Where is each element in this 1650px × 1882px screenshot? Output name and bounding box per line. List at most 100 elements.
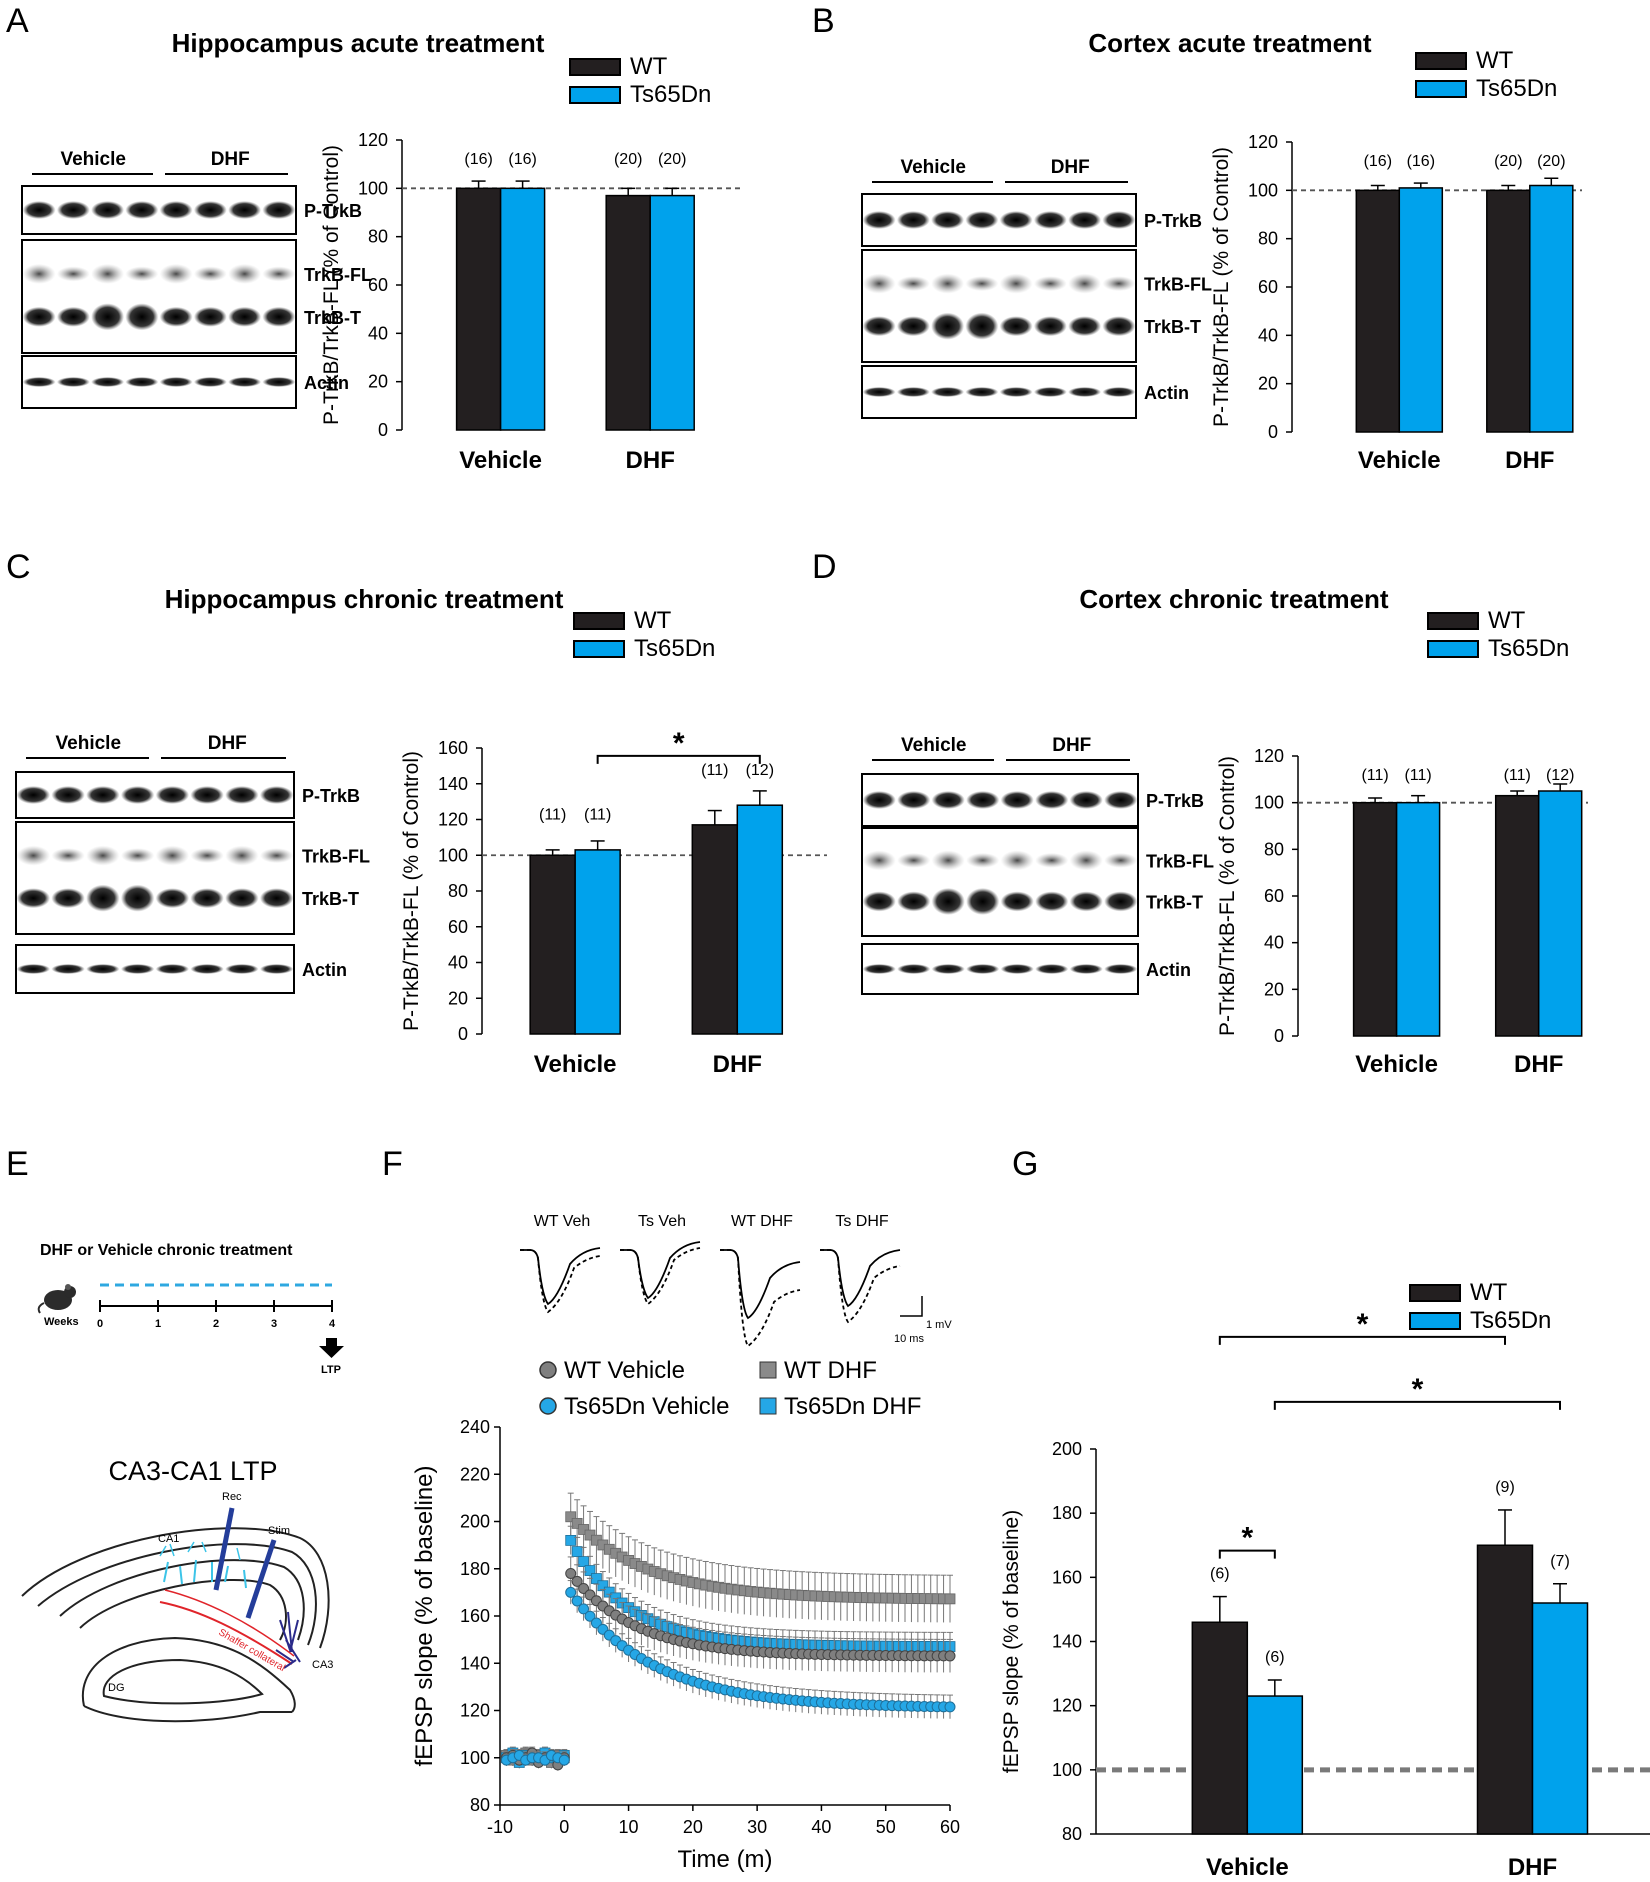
blot-band (1033, 211, 1067, 229)
data-point (565, 1567, 577, 1579)
blot-row-label: Actin (302, 960, 347, 980)
blot-band (225, 786, 259, 804)
y-tick-label: 0 (378, 420, 388, 440)
significance-star: * (1241, 1522, 1253, 1555)
blot-band (1069, 964, 1103, 974)
blot-band (228, 306, 262, 327)
bar-wt-vehicle (1191, 1621, 1249, 1835)
significance-star: * (1357, 1308, 1369, 1341)
category-label: DHF (1508, 1854, 1557, 1881)
blot-band (931, 964, 965, 974)
rec-label: Rec (222, 1491, 242, 1503)
blot-band (262, 201, 296, 219)
y-tick-label: 80 (448, 881, 468, 901)
blot-band (1035, 964, 1069, 974)
y-tick-label: 120 (1052, 1696, 1082, 1716)
blot-group-dhf: DHF (1051, 157, 1090, 178)
trace-label: Ts Veh (638, 1213, 686, 1230)
y-tick-label: 80 (368, 227, 388, 247)
x-tick-label: 20 (683, 1817, 703, 1837)
blot-band (225, 964, 259, 974)
blot-band (159, 306, 193, 327)
blot-band (120, 964, 155, 974)
category-label: DHF (713, 1051, 762, 1078)
panel-letter-b: B (812, 2, 835, 40)
bar-ts65dn-vehicle (1395, 801, 1441, 1037)
n-label: (6) (1265, 1649, 1285, 1666)
legend-swatch-wt (1409, 1284, 1461, 1302)
bar-ts65dn-vehicle (1398, 187, 1444, 433)
stimulating-electrode (245, 1539, 277, 1619)
y-axis-label: P-TrkB/TrkB-FL (% of Control) (1216, 756, 1239, 1036)
category-label: Vehicle (1355, 1051, 1438, 1078)
y-tick-label: 40 (1264, 933, 1284, 953)
bar-wt-dhf (1476, 1544, 1534, 1835)
blot-c: VehicleDHFWTTs65DnWTTs65DnP-TrkBTrkB-FLT… (15, 733, 370, 994)
bar-chart-b: 0 20 40 60 80 100 120 P-TrkB/TrkB-FL (% of Cont… (1210, 47, 1582, 474)
blot-band (1033, 316, 1067, 337)
trace-baseline (520, 1247, 601, 1306)
legend-label: Ts65Dn (630, 81, 711, 108)
blot-band (16, 888, 51, 909)
week-tick-label: 0 (97, 1318, 103, 1330)
bar-wt-dhf (605, 194, 651, 431)
blot-band (862, 791, 896, 809)
blot-band (155, 786, 190, 804)
blot-band (91, 303, 125, 331)
y-tick-label: 0 (458, 1024, 468, 1044)
blot-band (896, 211, 930, 229)
data-point (578, 1556, 589, 1567)
blot-band (56, 306, 90, 327)
blot-row-label: P-TrkB (1146, 791, 1204, 811)
n-label: (11) (1361, 767, 1388, 784)
blot-band (999, 316, 1033, 337)
data-point (578, 1524, 589, 1535)
legend-swatch-wt (1427, 612, 1479, 630)
panel-title-c: Hippocampus chronic treatment (165, 584, 564, 614)
data-point (944, 1593, 956, 1605)
blot-band (22, 201, 56, 219)
blot-band (1068, 316, 1102, 337)
trace-post-ltp (720, 1249, 801, 1348)
blot-band (16, 964, 51, 974)
legend-label: WT (1470, 1279, 1508, 1306)
panel-letter-d: D (812, 548, 837, 586)
x-tick-label: 40 (811, 1817, 831, 1837)
n-label: (16) (508, 151, 536, 168)
y-tick-label: 40 (368, 323, 388, 343)
legend-label: WT (634, 607, 672, 634)
treatment-title: DHF or Vehicle chronic treatment (40, 1242, 293, 1259)
panel-title-d: Cortex chronic treatment (1079, 584, 1389, 614)
blot-group-vehicle: Vehicle (60, 149, 126, 170)
category-label: Vehicle (459, 447, 542, 474)
blot-band (931, 850, 965, 871)
data-point (584, 1610, 596, 1622)
scale-bar (900, 1296, 923, 1317)
y-tick-label: 180 (1052, 1503, 1082, 1523)
y-tick-label: 240 (460, 1417, 490, 1437)
blot-band (22, 263, 56, 284)
blot-band (966, 887, 1000, 915)
bar-ts65dn-dhf (1531, 1602, 1589, 1835)
data-point (565, 1535, 577, 1546)
blot-band (862, 211, 896, 229)
blot-band (155, 845, 190, 866)
blot-band (931, 387, 965, 397)
y-tick-label: 100 (1254, 793, 1284, 813)
legend-swatch-ts65dn (573, 640, 625, 658)
bar-wt-vehicle (455, 187, 502, 431)
blot-band (51, 964, 85, 974)
y-tick-label: 180 (460, 1559, 490, 1579)
data-point (584, 1565, 596, 1576)
trace-baseline (720, 1249, 801, 1320)
blot-band (896, 316, 930, 337)
blot-row-label: P-TrkB (304, 201, 362, 221)
blot-membrane (861, 249, 1137, 363)
blot-band (159, 377, 193, 387)
blot-row-label: TrkB-FL (302, 847, 370, 867)
blot-band (193, 377, 227, 387)
blot-band (1104, 791, 1138, 809)
blot-row-label: P-TrkB (302, 786, 360, 806)
y-tick-label: 100 (460, 1748, 490, 1768)
blot-band (259, 848, 294, 864)
